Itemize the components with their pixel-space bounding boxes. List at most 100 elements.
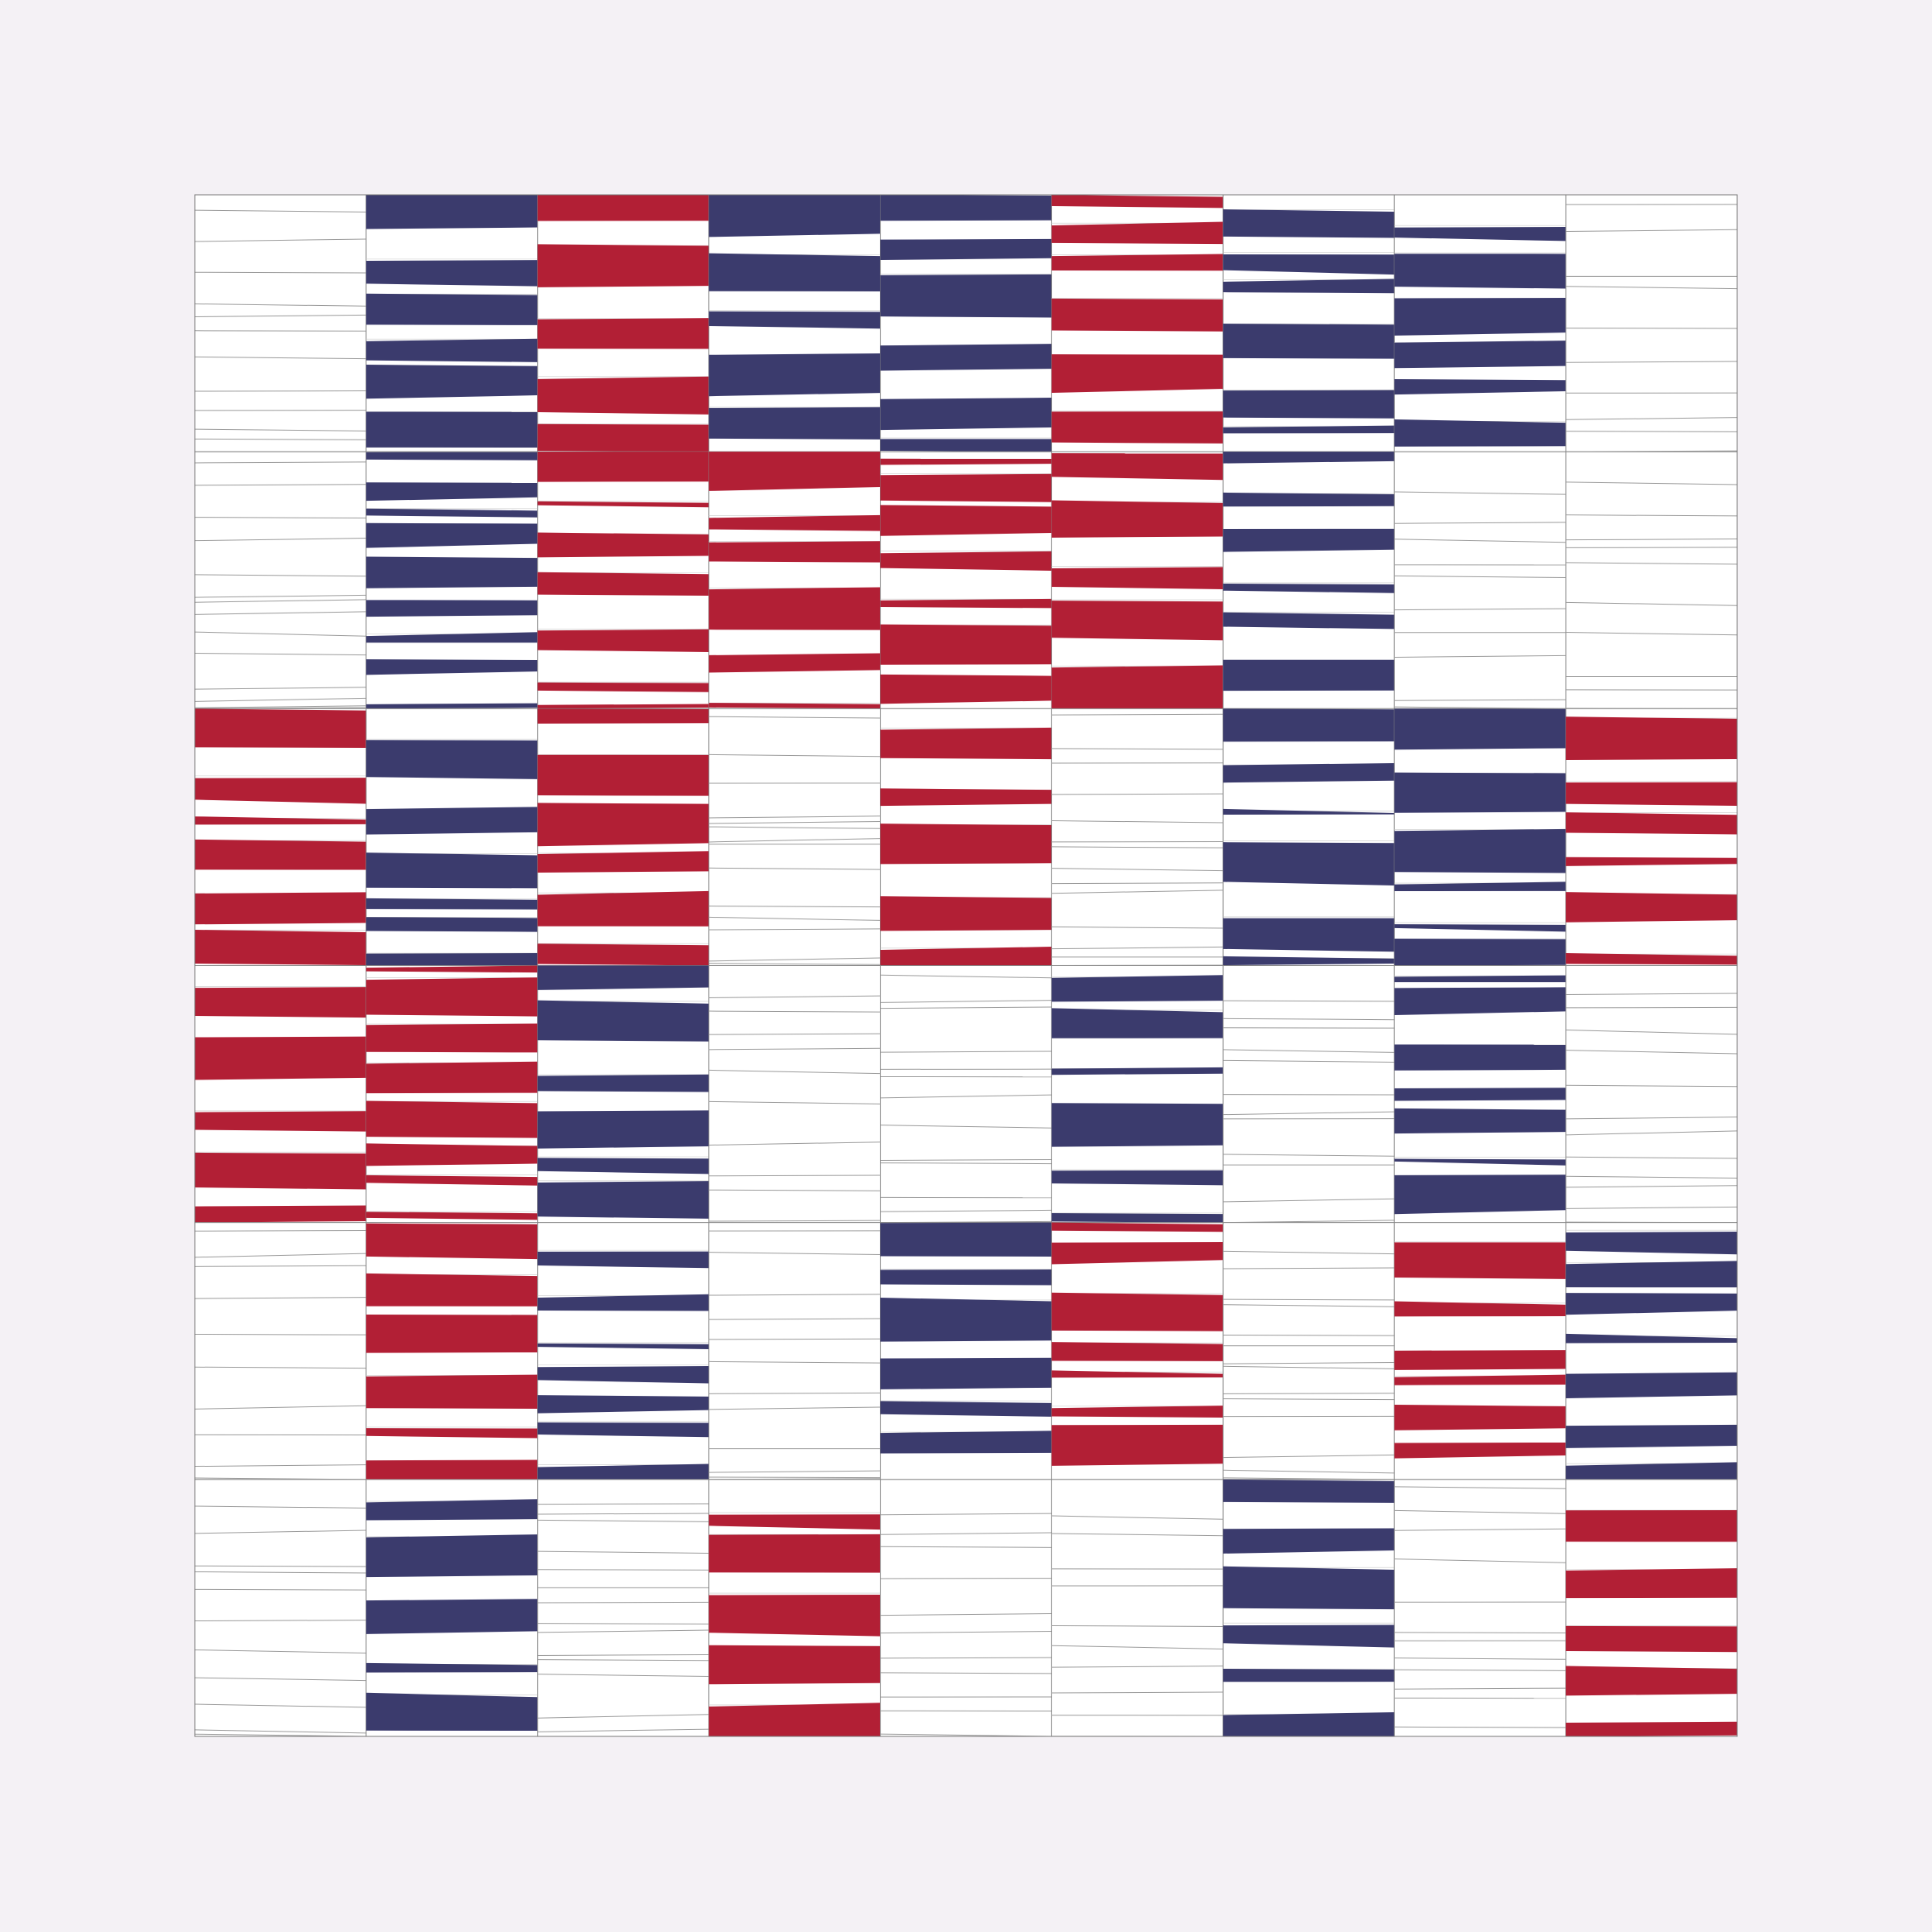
- stripe: [365, 965, 538, 973]
- stripe: [1394, 298, 1567, 336]
- stripe: [195, 839, 366, 870]
- stripe: [1051, 1424, 1224, 1466]
- stripe: [365, 740, 538, 779]
- stripe: [880, 824, 1052, 865]
- frame: [194, 194, 1738, 1737]
- stripe: [365, 1100, 538, 1138]
- stripe-line: [708, 716, 881, 719]
- stripe-line: [1051, 1624, 1224, 1628]
- stripe-line: [708, 815, 881, 819]
- stripe: [880, 439, 1052, 452]
- stripe-line: [194, 1366, 366, 1369]
- stripe-line: [1051, 1515, 1224, 1520]
- stripe: [537, 629, 709, 652]
- stripe: [1223, 324, 1395, 359]
- stripe: [365, 953, 538, 966]
- stripe: [365, 338, 538, 362]
- stripe: [1394, 1405, 1567, 1430]
- stripe-line: [194, 1405, 366, 1410]
- stripe-line: [708, 957, 881, 962]
- cell: [880, 965, 1052, 1224]
- stripe: [195, 708, 366, 749]
- stripe: [365, 852, 538, 889]
- stripe: [880, 274, 1052, 318]
- stripe: [365, 1315, 538, 1353]
- stripe: [1223, 708, 1395, 742]
- cell: [708, 1222, 881, 1480]
- stripe: [880, 674, 1052, 704]
- stripe-line: [1394, 654, 1567, 658]
- stripe-line: [194, 697, 366, 702]
- stripe: [537, 1158, 709, 1174]
- stripe: [1223, 390, 1395, 419]
- stripe: [1051, 1370, 1224, 1378]
- stripe: [708, 653, 881, 673]
- stripe-line: [1394, 1687, 1567, 1690]
- stripe: [537, 965, 709, 990]
- stripe: [1394, 924, 1567, 932]
- stripe-line: [194, 390, 366, 392]
- stripe: [537, 1181, 709, 1219]
- stripe-line: [1051, 713, 1224, 716]
- stripe: [1223, 492, 1395, 507]
- stripe: [1223, 528, 1395, 552]
- stripe-line: [1051, 1533, 1224, 1537]
- stripe-line: [1566, 547, 1738, 548]
- stripe-line: [708, 1338, 881, 1340]
- stripe-line: [880, 1209, 1052, 1212]
- stripe: [537, 195, 709, 221]
- stripe: [880, 473, 1052, 502]
- stripe: [365, 260, 538, 287]
- stripe: [708, 1703, 881, 1736]
- stripe: [537, 682, 709, 692]
- stripe-line: [194, 537, 366, 542]
- stripe-line: [1223, 1304, 1395, 1307]
- stripe-line: [194, 631, 366, 637]
- stripe-line: [880, 1051, 1052, 1053]
- stripe-line: [708, 1294, 881, 1296]
- stripe: [880, 195, 1052, 221]
- stripe: [537, 572, 709, 597]
- cell: [1222, 1222, 1395, 1480]
- stripe: [1051, 221, 1224, 245]
- stripe: [1566, 953, 1737, 965]
- stripe-line: [1566, 1084, 1738, 1088]
- stripe-line: [880, 1162, 1052, 1165]
- stripe-line: [537, 1503, 709, 1505]
- stripe-line: [880, 974, 1052, 979]
- stripe-line: [1223, 1154, 1395, 1157]
- stripe-line: [708, 1189, 881, 1191]
- stripe-line: [1566, 229, 1738, 233]
- stripe: [708, 311, 881, 329]
- stripe: [1394, 419, 1567, 447]
- stripe: [195, 816, 366, 825]
- stripe: [1051, 1292, 1224, 1331]
- stripe-line: [1394, 1528, 1567, 1531]
- stripe-line: [1051, 890, 1224, 894]
- stripe-line: [708, 995, 881, 998]
- stripe: [537, 1422, 709, 1438]
- stripe-line: [880, 1094, 1052, 1099]
- stripe: [1223, 1711, 1395, 1736]
- stripe-line: [1394, 522, 1567, 524]
- stripe-line: [194, 1620, 366, 1622]
- stripe-line: [708, 1476, 881, 1479]
- stripe: [1223, 1566, 1395, 1610]
- stripe: [1566, 857, 1737, 866]
- stripe-line: [537, 1513, 709, 1515]
- stripe: [537, 1343, 709, 1349]
- stripe: [1223, 762, 1395, 783]
- stripe-line: [708, 963, 881, 965]
- stripe: [365, 195, 538, 229]
- stripe: [365, 600, 538, 617]
- stripe-line: [1566, 286, 1738, 290]
- stripe: [708, 1514, 881, 1530]
- stripe: [365, 482, 538, 502]
- stripe: [708, 1534, 881, 1573]
- stripe-line: [1223, 1250, 1395, 1255]
- stripe: [880, 551, 1052, 571]
- stripe-line: [537, 1653, 709, 1656]
- stripe: [1394, 341, 1567, 369]
- stripe: [537, 1463, 709, 1480]
